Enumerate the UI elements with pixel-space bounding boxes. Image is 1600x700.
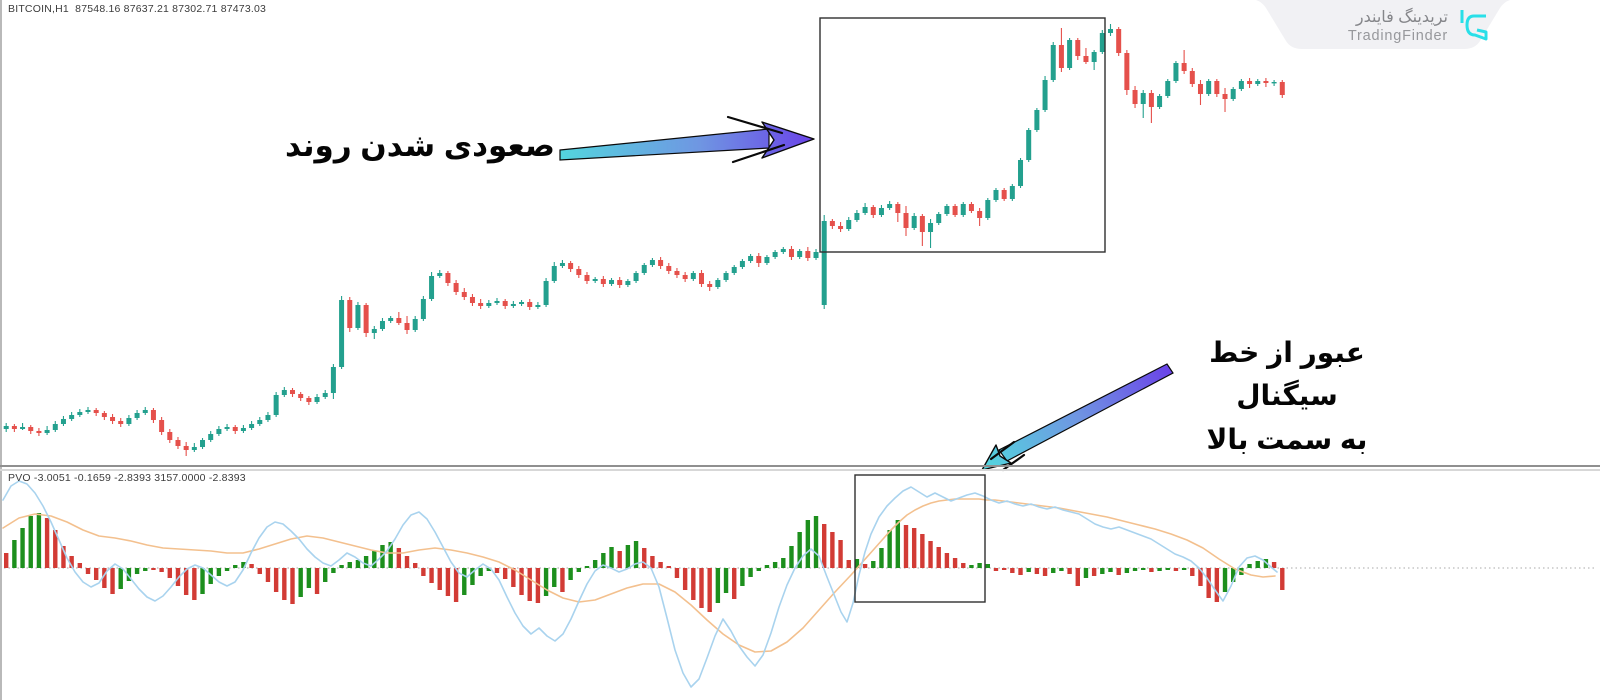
candlesticks <box>3 24 1285 456</box>
logo-text-farsi: تریدینگ فایندر <box>1355 9 1448 26</box>
arrow-trend <box>559 115 815 164</box>
logo-text-english: TradingFinder <box>1347 28 1448 44</box>
pvo-main-line <box>2 480 1278 688</box>
annotation-signal-cross-line2: به سمت بالا <box>1206 423 1368 455</box>
tradingfinder-logo: تریدینگ فایندر TradingFinder <box>1248 0 1528 58</box>
tradingfinder-icon <box>1460 10 1488 41</box>
highlight-box-1 <box>819 17 1106 253</box>
panel-separator-shade <box>0 469 1600 471</box>
annotation-signal-cross-line1: عبور از خط سیگنال <box>1209 337 1365 412</box>
highlight-box-2 <box>854 474 986 603</box>
panel-separator[interactable] <box>0 465 1600 467</box>
symbol-ohlc-label: BITCOIN,H1 87548.16 87637.21 87302.71 87… <box>8 3 267 15</box>
arrow-cross <box>981 363 1174 472</box>
pvo-signal-line <box>2 498 1276 653</box>
pvo-histogram <box>4 513 1285 612</box>
panel-left-border <box>0 0 2 700</box>
annotation-signal-cross: عبور از خط سیگنال به سمت بالا <box>1168 331 1406 461</box>
logo-badge-shape <box>1256 0 1510 49</box>
pvo-values-label: PVO -3.0051 -0.1659 -2.8393 3157.0000 -2… <box>8 472 246 484</box>
annotation-trend-bullish: صعودی شدن روند <box>285 128 555 163</box>
